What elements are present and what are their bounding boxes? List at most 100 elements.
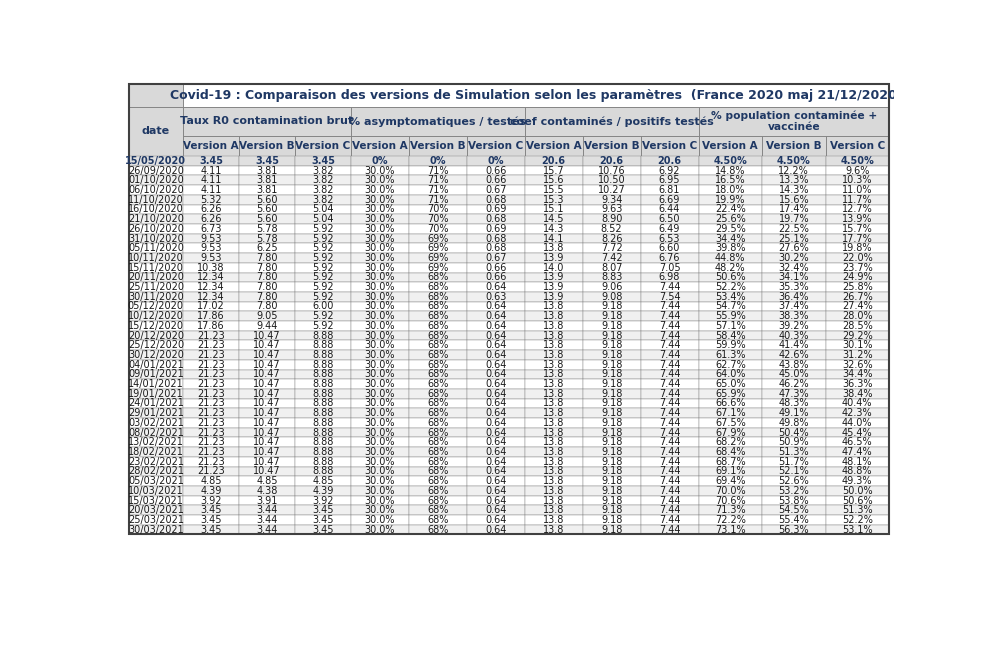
Text: 25/11/2020: 25/11/2020 bbox=[128, 282, 184, 292]
Bar bbox=[295, 409, 352, 418]
Text: 30.0%: 30.0% bbox=[364, 438, 395, 447]
Text: 30.0%: 30.0% bbox=[364, 370, 395, 380]
Bar bbox=[762, 515, 825, 525]
Text: 8.88: 8.88 bbox=[313, 360, 334, 370]
Bar bbox=[352, 428, 409, 438]
Text: 0.64: 0.64 bbox=[486, 370, 506, 380]
Bar bbox=[239, 360, 295, 370]
Text: 21.23: 21.23 bbox=[197, 418, 224, 428]
Bar bbox=[239, 505, 295, 515]
Bar bbox=[467, 467, 524, 476]
Bar bbox=[352, 409, 409, 418]
Bar bbox=[583, 438, 640, 447]
Bar bbox=[698, 273, 762, 282]
Text: 10.47: 10.47 bbox=[253, 389, 281, 399]
Text: 9.18: 9.18 bbox=[601, 340, 623, 351]
Text: 0.66: 0.66 bbox=[486, 175, 506, 185]
Text: 56.3%: 56.3% bbox=[779, 525, 809, 534]
Bar bbox=[129, 409, 183, 418]
Text: 05/03/2021: 05/03/2021 bbox=[128, 476, 184, 486]
Bar bbox=[183, 331, 239, 341]
Bar bbox=[583, 370, 640, 379]
Text: 30.0%: 30.0% bbox=[364, 292, 395, 302]
Text: % asymptomatiques / testés: % asymptomatiques / testés bbox=[350, 116, 526, 127]
Text: 20.6: 20.6 bbox=[542, 156, 566, 166]
Bar bbox=[295, 243, 352, 253]
Text: 68%: 68% bbox=[427, 379, 449, 389]
Bar bbox=[583, 457, 640, 467]
Text: 7.44: 7.44 bbox=[658, 476, 680, 486]
Bar bbox=[295, 311, 352, 321]
Bar bbox=[409, 302, 467, 311]
Text: 7.44: 7.44 bbox=[658, 525, 680, 534]
Text: 30.0%: 30.0% bbox=[364, 350, 395, 360]
Bar bbox=[183, 175, 239, 185]
Text: 62.7%: 62.7% bbox=[715, 360, 746, 370]
Bar bbox=[762, 321, 825, 331]
Text: 7.44: 7.44 bbox=[658, 496, 680, 505]
Bar bbox=[640, 447, 698, 457]
Text: 30.0%: 30.0% bbox=[364, 457, 395, 467]
Bar bbox=[409, 486, 467, 496]
Text: 14.3%: 14.3% bbox=[779, 185, 809, 195]
Text: Version A: Version A bbox=[353, 141, 408, 151]
Text: 9.18: 9.18 bbox=[601, 399, 623, 409]
Bar bbox=[295, 204, 352, 214]
Bar bbox=[467, 476, 524, 486]
Bar bbox=[583, 263, 640, 273]
Bar bbox=[524, 263, 583, 273]
Bar bbox=[295, 214, 352, 224]
Text: 12.34: 12.34 bbox=[198, 292, 224, 302]
Bar bbox=[409, 350, 467, 360]
Bar bbox=[295, 136, 352, 156]
Text: 30.0%: 30.0% bbox=[364, 243, 395, 253]
Bar bbox=[467, 409, 524, 418]
Bar bbox=[129, 360, 183, 370]
Text: 30.0%: 30.0% bbox=[364, 399, 395, 409]
Bar bbox=[295, 350, 352, 360]
Text: 0.64: 0.64 bbox=[486, 418, 506, 428]
Text: 68%: 68% bbox=[427, 282, 449, 292]
Text: 30.0%: 30.0% bbox=[364, 195, 395, 205]
Text: 10/03/2021: 10/03/2021 bbox=[128, 486, 184, 496]
Text: 9.18: 9.18 bbox=[601, 476, 623, 486]
Bar bbox=[583, 476, 640, 486]
Bar bbox=[640, 360, 698, 370]
Text: 68%: 68% bbox=[427, 525, 449, 534]
Text: 9.18: 9.18 bbox=[601, 360, 623, 370]
Text: 68%: 68% bbox=[427, 331, 449, 341]
Bar bbox=[467, 302, 524, 311]
Bar bbox=[239, 321, 295, 331]
Text: 9.18: 9.18 bbox=[601, 301, 623, 312]
Text: 30.0%: 30.0% bbox=[364, 505, 395, 515]
Bar bbox=[762, 273, 825, 282]
Text: 68%: 68% bbox=[427, 350, 449, 360]
Text: 7.44: 7.44 bbox=[658, 311, 680, 321]
Bar bbox=[762, 224, 825, 234]
Bar bbox=[825, 515, 889, 525]
Bar bbox=[352, 156, 409, 166]
Text: 29.2%: 29.2% bbox=[842, 331, 873, 341]
Bar bbox=[698, 486, 762, 496]
Bar bbox=[524, 428, 583, 438]
Text: 9.18: 9.18 bbox=[601, 311, 623, 321]
Bar bbox=[129, 263, 183, 273]
Text: 68%: 68% bbox=[427, 272, 449, 282]
Text: 68%: 68% bbox=[427, 447, 449, 457]
Text: 13.9: 13.9 bbox=[543, 282, 564, 292]
Text: 66.6%: 66.6% bbox=[715, 399, 746, 409]
Text: 12.2%: 12.2% bbox=[779, 165, 809, 176]
Text: 68%: 68% bbox=[427, 457, 449, 467]
Bar bbox=[583, 409, 640, 418]
Bar bbox=[183, 204, 239, 214]
Text: 28/02/2021: 28/02/2021 bbox=[128, 467, 184, 476]
Bar bbox=[583, 350, 640, 360]
Text: 5.78: 5.78 bbox=[256, 224, 278, 234]
Bar bbox=[239, 282, 295, 292]
Bar bbox=[640, 486, 698, 496]
Text: 70%: 70% bbox=[427, 204, 449, 214]
Text: 26/09/2020: 26/09/2020 bbox=[128, 165, 184, 176]
Bar bbox=[183, 370, 239, 379]
Text: 0.66: 0.66 bbox=[486, 263, 506, 273]
Bar bbox=[825, 447, 889, 457]
